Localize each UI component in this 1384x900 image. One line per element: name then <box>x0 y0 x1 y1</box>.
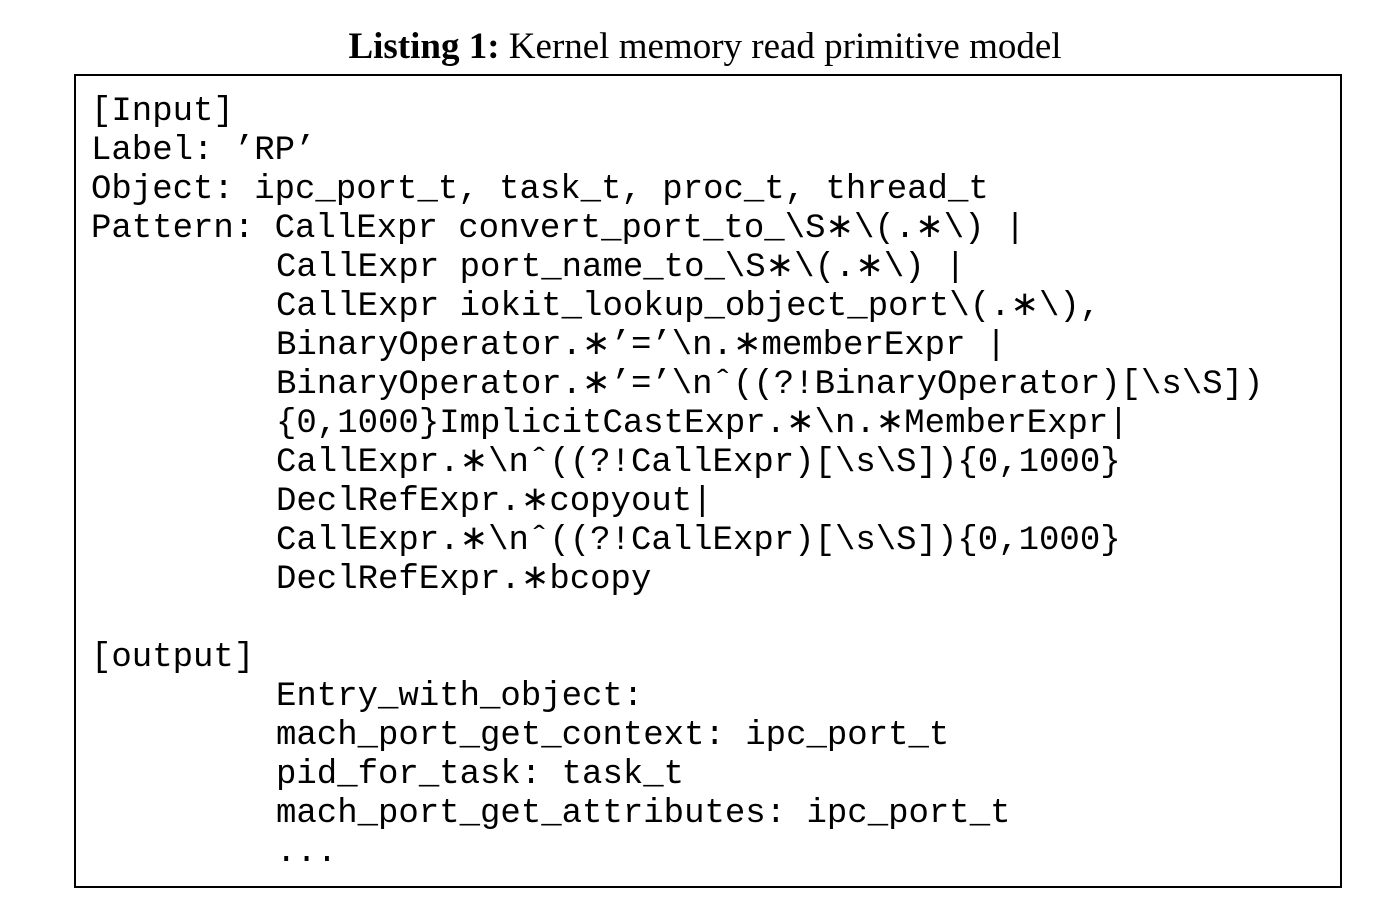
code-line: CallExpr port_name_to_\S∗\(.∗\) | <box>276 249 966 287</box>
code-line: Object: ipc_port_t, task_t, proc_t, thre… <box>91 171 989 209</box>
code: [Input] Label: ’RP’ Object: ipc_port_t, … <box>91 93 1263 873</box>
code-line: [output] <box>91 639 255 677</box>
code-line: Entry_with_object: <box>276 678 644 716</box>
code-line: BinaryOperator.∗’=’\nˆ((?!BinaryOperator… <box>276 366 1264 404</box>
caption-text: Kernel memory read primitive model <box>508 26 1062 67</box>
caption: Listing 1: Kernel memory read primitive … <box>0 24 1384 70</box>
code-line: {0,1000}ImplicitCastExpr.∗\n.∗MemberExpr… <box>276 405 1129 443</box>
code-line: mach_port_get_attributes: ipc_port_t <box>276 795 1011 833</box>
code-line: CallExpr iokit_lookup_object_port\(.∗\), <box>276 288 1101 326</box>
code-line: CallExpr.∗\nˆ((?!CallExpr)[\s\S]){0,1000… <box>276 444 1121 482</box>
code-line: Label: ’RP’ <box>91 132 316 170</box>
code-line: ... <box>276 834 338 872</box>
code-line: DeclRefExpr.∗copyout| <box>276 483 713 521</box>
code-line: CallExpr.∗\nˆ((?!CallExpr)[\s\S]){0,1000… <box>276 522 1121 560</box>
code-line: pid_for_task: task_t <box>276 756 685 794</box>
code-line: BinaryOperator.∗’=’\n.∗memberExpr | <box>276 327 1007 365</box>
listing-box: [Input] Label: ’RP’ Object: ipc_port_t, … <box>74 74 1342 888</box>
caption-label: Listing 1: <box>348 26 500 67</box>
code-line: DeclRefExpr.∗bcopy <box>276 561 652 599</box>
code-line: Pattern: CallExpr convert_port_to_\S∗\(.… <box>91 210 1026 248</box>
code-line: mach_port_get_context: ipc_port_t <box>276 717 950 755</box>
code-line: [Input] <box>91 93 234 131</box>
